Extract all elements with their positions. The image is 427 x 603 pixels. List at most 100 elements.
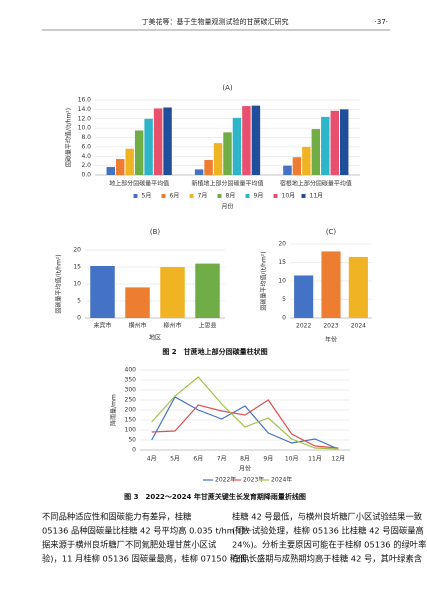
y-tick-label: 20	[73, 247, 81, 254]
legend-label: 5月	[142, 193, 152, 200]
y-tick-label: 10	[278, 278, 286, 285]
x-tick-label: 横州市	[128, 322, 146, 330]
legend-swatch	[133, 194, 138, 198]
bar	[321, 116, 330, 175]
y-tick-label: 150	[125, 417, 137, 424]
body-line: (同一试验处理，桂柳 05136 比桂糖 42 号固碳量高	[232, 526, 424, 536]
x-tick-label: 5月	[170, 456, 180, 463]
bar	[348, 256, 368, 318]
bar	[90, 265, 115, 318]
y-axis-label: 固碳量平均值/(t/hm²)	[260, 251, 268, 310]
bar	[283, 165, 292, 175]
y-axis-label: 固碳量平均值/(t/hm²)	[65, 108, 73, 167]
y-tick-label: 15	[278, 259, 286, 266]
bar	[153, 108, 163, 175]
legend-label: 10月	[282, 193, 296, 200]
legend-label: 2024年	[271, 476, 292, 484]
bar	[144, 118, 153, 175]
legend-swatch	[161, 194, 166, 198]
y-tick-label: 15	[73, 264, 81, 271]
bar	[302, 146, 311, 175]
y-tick-label: 300	[125, 387, 137, 394]
y-tick-label: 4.0	[81, 153, 91, 160]
y-tick-label: 250	[125, 397, 137, 404]
y-tick-label: 400	[125, 367, 137, 374]
body-text: 不同品种适应性和固碳能力有差异，桂糖 05136 品种固碳量比桂糖 42 号平均高…	[42, 512, 426, 564]
y-tick-label: 0	[132, 447, 136, 454]
chart-title: (B)	[150, 228, 161, 236]
bar	[204, 160, 213, 175]
bar	[194, 169, 204, 175]
y-axis-label: 固碳量平均值/(t/hm²)	[55, 254, 63, 313]
bar	[330, 110, 339, 175]
bar	[321, 251, 341, 318]
x-axis-label: 年份	[325, 336, 337, 344]
legend-label: 2022年	[215, 476, 236, 484]
y-tick-label: 14.0	[78, 106, 92, 113]
x-axis-label: 地区	[149, 334, 161, 342]
x-tick-label: 来宾市	[93, 322, 111, 330]
legend-label: 8月	[226, 193, 236, 200]
y-tick-label: 0	[77, 315, 81, 322]
legend-label: 7月	[198, 193, 208, 200]
legend-label: 11月	[310, 193, 324, 200]
y-tick-label: 5	[77, 298, 81, 305]
x-tick-label: 上思县	[198, 322, 216, 330]
x-tick-label: 10月	[285, 456, 299, 463]
chart-title: (A)	[222, 84, 233, 92]
y-tick-label: 6.0	[81, 143, 91, 150]
x-axis-label: 月份	[221, 203, 233, 211]
body-line: 桂糖 42 号最低，与横州良圻糖厂小区试验结果一致	[232, 512, 423, 522]
y-tick-label: 16.0	[78, 97, 92, 104]
bar	[232, 117, 242, 175]
body-line: 24%)。分析主要原因可能在于桂柳 05136 的绿叶率	[232, 540, 426, 550]
x-tick-label: 柳州市	[163, 322, 181, 330]
y-tick-label: 2.0	[81, 162, 91, 169]
page-number: ·37·	[375, 18, 388, 26]
x-tick-label: 11月	[308, 456, 322, 463]
x-tick-label: 2022	[296, 323, 311, 330]
bar	[125, 287, 150, 318]
bar	[134, 130, 144, 175]
bar	[339, 109, 349, 175]
legend-label: 2023年	[243, 476, 264, 484]
line-series	[151, 396, 339, 450]
x-tick-label: 4月	[147, 456, 157, 463]
y-tick-label: 10	[73, 281, 81, 288]
y-tick-label: 10.0	[78, 125, 92, 132]
body-line: 据来源于横州良圻糖厂不同氮肥处理甘蔗小区试	[42, 540, 217, 550]
chart-title: (C)	[326, 228, 337, 236]
bar	[251, 105, 261, 175]
x-tick-label: 8月	[240, 456, 250, 463]
body-line: 验)，11 月桂柳 05136 固碳量最高，桂柳 07150 稍低，	[42, 554, 255, 564]
y-tick-label: 12.0	[78, 115, 92, 122]
line-series	[151, 376, 339, 450]
figure-caption: 图 2 甘蔗地上部分固碳量柱状图	[162, 347, 267, 356]
bar	[160, 267, 185, 318]
legend-swatch	[301, 194, 306, 198]
figure-caption: 图 3 2022～2024 年甘蔗关键生长发育期降雨量折线图	[124, 492, 306, 501]
x-axis-label: 月份	[239, 465, 251, 473]
x-tick-label: 9月	[263, 456, 273, 463]
x-tick-label: 地上部分固碳量平均值	[109, 180, 169, 188]
y-tick-label: 0.0	[81, 172, 91, 179]
bar	[311, 129, 321, 175]
line-series	[151, 399, 339, 449]
body-line: 不同品种适应性和固碳能力有差异，桂糖	[42, 512, 191, 522]
x-tick-label: 6月	[193, 456, 203, 463]
bar	[195, 263, 220, 318]
y-axis-label: 降雨量/mm	[110, 394, 118, 426]
x-tick-label: 2023	[323, 323, 338, 330]
running-title: 丁美花等：基于生物量观测试验的甘蔗碳汇研究	[142, 17, 289, 26]
y-tick-label: 5	[282, 296, 286, 303]
x-tick-label: 12月	[332, 456, 346, 463]
y-tick-label: 50	[128, 437, 136, 444]
bar	[242, 106, 251, 175]
body-line: 05136 品种固碳量比桂糖 42 号平均高 0.035 t/hm²(数	[42, 526, 250, 536]
y-tick-label: 20	[278, 241, 286, 248]
bar	[294, 275, 314, 318]
bar	[116, 159, 125, 175]
x-tick-label: 宿根地上部分固碳量平均值	[280, 180, 352, 188]
y-tick-label: 200	[125, 407, 137, 414]
